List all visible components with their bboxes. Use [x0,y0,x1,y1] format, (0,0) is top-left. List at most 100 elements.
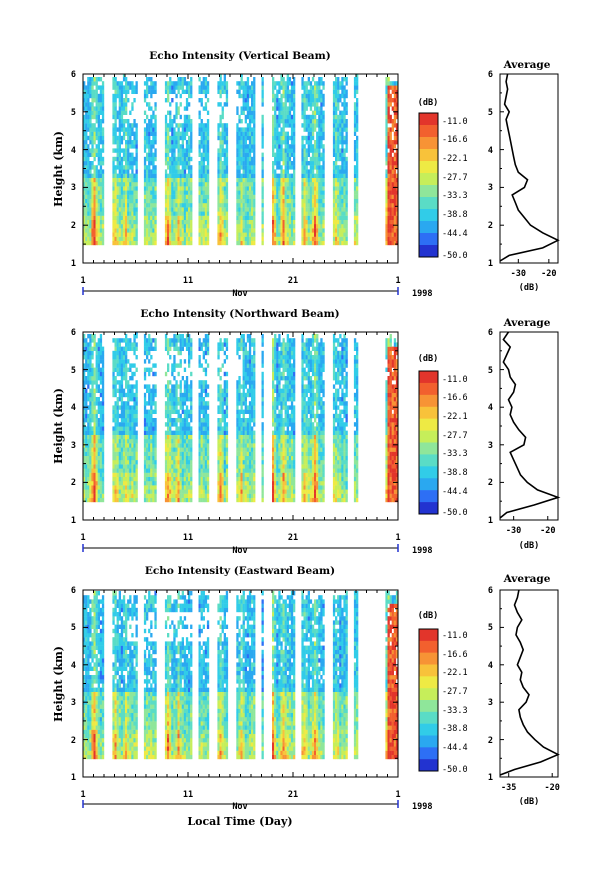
heatmap-cell [95,397,98,402]
heatmap-cell [311,232,315,237]
heatmap-cell [225,152,229,157]
heatmap-cell [179,464,182,469]
heatmap-cell [217,207,220,212]
heatmap-cell [101,371,105,377]
heatmap-cell [179,114,182,120]
heatmap-cell [173,355,176,360]
heatmap-cell [389,236,392,241]
heatmap-cell [112,409,115,414]
heatmap-cell [393,161,397,166]
heatmap-cell [125,439,128,444]
heatmap-cell [303,186,306,191]
heatmap-cell [246,240,250,246]
heatmap-cell [288,182,292,187]
heatmap-cell [152,476,155,482]
heatmap-cell [122,367,126,372]
heatmap-cell [188,236,191,241]
heatmap-cell [246,156,250,162]
heatmap-cell [311,173,315,178]
heatmap-cell [240,228,243,233]
heatmap-cell [332,211,336,216]
heatmap-cell [120,434,124,440]
heatmap-cell [244,169,247,174]
heatmap-cell [171,144,174,149]
heatmap-cell [85,439,88,444]
heatmap-cell [122,215,126,220]
heatmap-cell [101,148,105,153]
heatmap-cell [129,472,132,477]
heatmap-cell [356,102,359,107]
heatmap-cell [301,194,304,199]
heatmap-cell [240,135,243,141]
heatmap-cell [146,464,149,469]
heatmap-cell [238,203,241,208]
heatmap-cell [240,236,243,241]
heatmap-cell [85,451,88,456]
heatmap-cell [177,224,180,229]
heatmap-cell [169,173,172,178]
heatmap-cell [223,123,226,128]
heatmap-cell [223,215,226,220]
heatmap-cell [150,232,153,237]
heatmap-cell [164,422,168,427]
heatmap-cell [332,194,336,199]
heatmap-cell [154,405,157,410]
heatmap-cell [278,240,281,246]
heatmap-cell [87,371,90,377]
heatmap-cell [320,114,323,120]
heatmap-cell [150,228,153,233]
heatmap-cell [253,211,256,216]
heatmap-cell [274,135,277,141]
heatmap-cell [387,144,390,149]
heatmap-cell [290,207,294,212]
heatmap-cell [337,93,340,99]
heatmap-cell [83,409,86,414]
heatmap-cell [101,85,105,90]
heatmap-cell [87,85,90,90]
heatmap-cell [97,476,100,482]
heatmap-cell [387,240,390,246]
heatmap-cell [188,123,191,128]
heatmap-cell [164,464,168,469]
heatmap-cell [307,148,310,153]
heatmap-cell [125,447,128,452]
heatmap-cell [118,359,121,364]
heatmap-cell [143,468,147,473]
heatmap-cell [177,215,180,220]
heatmap-cell [290,190,294,195]
heatmap-cell [93,140,96,145]
heatmap-cell [219,93,222,99]
heatmap-cell [185,102,189,107]
heatmap-cell [318,93,321,99]
heatmap-cell [120,489,124,494]
heatmap-cell [120,455,124,461]
heatmap-cell [83,228,86,233]
heatmap-cell [181,207,184,212]
heatmap-cell [129,439,132,444]
heatmap-cell [148,346,151,351]
heatmap-cell [244,127,247,132]
heatmap-cell [101,161,105,166]
heatmap-cell [387,131,390,136]
heatmap-cell [152,240,155,246]
heatmap-cell [345,93,348,99]
heatmap-cell [87,476,90,482]
heatmap-cell [85,148,88,153]
heatmap-cell [87,165,90,170]
heatmap-cell [150,430,153,435]
heatmap-cell [112,182,115,187]
heatmap-cell [303,173,306,178]
heatmap-cell [274,169,277,174]
heatmap-cell [152,397,155,402]
heatmap-cell [118,98,121,103]
heatmap-cell [238,198,241,204]
heatmap-cell [261,173,264,178]
heatmap-cell [91,114,94,120]
heatmap-cell [341,182,344,187]
heatmap-cell [143,481,147,486]
heatmap-cell [169,485,172,490]
heatmap-cell [118,468,121,473]
heatmap-cell [188,89,191,94]
heatmap-cell [154,156,157,162]
heatmap-cell [223,186,226,191]
